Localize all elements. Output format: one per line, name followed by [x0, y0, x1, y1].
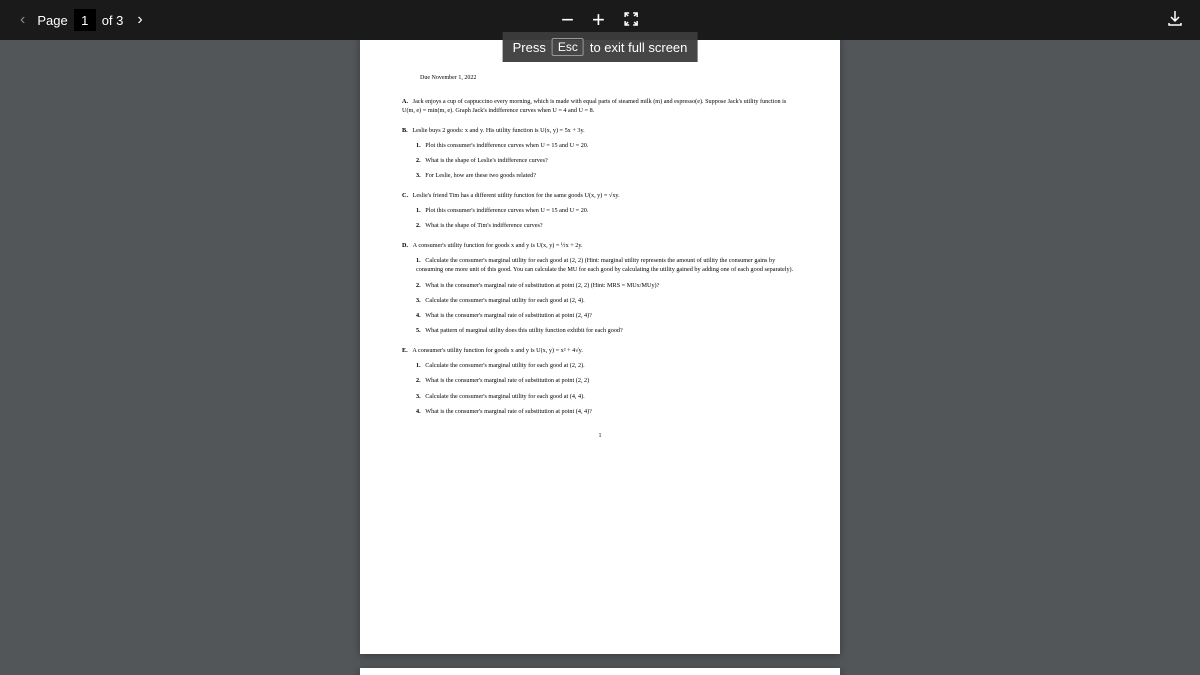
E2: 2. What is the consumer's marginal rate … [416, 376, 798, 385]
toolbar-center: − + [561, 9, 639, 31]
page-label: Page [37, 13, 67, 28]
zoom-in-button[interactable]: + [592, 9, 605, 31]
esc-key: Esc [552, 38, 584, 56]
E3: 3. Calculate the consumer's marginal uti… [416, 392, 798, 401]
tooltip-exit: to exit full screen [590, 40, 688, 55]
pdf-page-1: Due November 1, 2022 A. Jack enjoys a cu… [360, 40, 840, 654]
C2: 2. What is the shape of Tim's indifferen… [416, 221, 798, 230]
fullscreen-icon[interactable] [623, 11, 639, 30]
section-C: C. Leslie's friend Tim has a different u… [402, 191, 798, 231]
section-D: D. A consumer's utility function for goo… [402, 241, 798, 336]
D1: 1. Calculate the consumer's marginal uti… [416, 256, 798, 275]
D3: 3. Calculate the consumer's marginal uti… [416, 296, 798, 305]
label-B: B. [402, 127, 412, 134]
E4: 4. What is the consumer's marginal rate … [416, 407, 798, 416]
label-A: A. [402, 98, 413, 105]
text-A: Jack enjoys a cup of cappuccino every mo… [402, 98, 786, 114]
section-A: A. Jack enjoys a cup of cappuccino every… [402, 97, 798, 116]
pdf-page-2: 5. What pattern of marginal utility does… [360, 668, 840, 675]
next-page-button[interactable]: › [129, 7, 150, 33]
prev-page-button[interactable]: ‹ [12, 7, 33, 33]
label-C: C. [402, 192, 413, 199]
tooltip-press: Press [513, 40, 546, 55]
page-total: of 3 [102, 13, 124, 28]
C1: 1. Plot this consumer's indifference cur… [416, 206, 798, 215]
section-E: E. A consumer's utility function for goo… [402, 346, 798, 416]
label-E: E. [402, 347, 412, 354]
due-date: Due November 1, 2022 [420, 74, 798, 83]
page-number: 1 [402, 432, 798, 441]
text-E: A consumer's utility function for goods … [412, 347, 583, 354]
label-D: D. [402, 242, 413, 249]
text-C: Leslie's friend Tim has a different util… [413, 192, 620, 199]
zoom-out-button[interactable]: − [561, 9, 574, 31]
E1: 1. Calculate the consumer's marginal uti… [416, 361, 798, 370]
D4: 4. What is the consumer's marginal rate … [416, 311, 798, 320]
D5: 5. What pattern of marginal utility does… [416, 326, 798, 335]
B2: 2. What is the shape of Leslie's indiffe… [416, 156, 798, 165]
text-B: Leslie buys 2 goods: x and y. His utilit… [412, 127, 584, 134]
page-number-input[interactable] [74, 9, 96, 31]
B1: 1. Plot this consumer's indifference cur… [416, 141, 798, 150]
text-D: A consumer's utility function for goods … [413, 242, 583, 249]
D2: 2. What is the consumer's marginal rate … [416, 281, 798, 290]
B3: 3. For Leslie, how are these two goods r… [416, 171, 798, 180]
section-B: B. Leslie buys 2 goods: x and y. His uti… [402, 126, 798, 181]
pdf-viewer[interactable]: Due November 1, 2022 A. Jack enjoys a cu… [0, 40, 1200, 675]
download-icon[interactable] [1166, 9, 1184, 32]
esc-tooltip: Press Esc to exit full screen [503, 32, 698, 62]
